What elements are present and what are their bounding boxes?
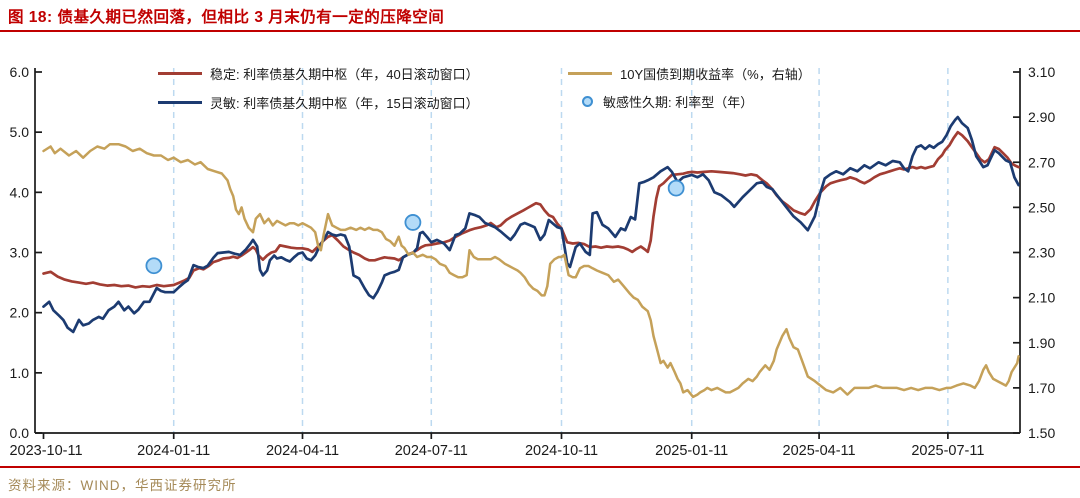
figure-title: 图 18: 债基久期已然回落，但相比 3 月末仍有一定的压降空间 [8, 9, 445, 26]
left-axis-tick-label: 2.0 [10, 305, 30, 321]
x-axis-tick-label: 2024-04-11 [266, 443, 339, 459]
right-axis-tick-label: 1.70 [1028, 380, 1055, 396]
left-axis-tick-label: 0.0 [10, 425, 30, 441]
left-axis-tick-label: 5.0 [10, 124, 30, 140]
left-axis-tick-label: 3.0 [10, 245, 30, 261]
legend-item-sensitive: 灵敏: 利率债基久期中枢（年，15日滚动窗口） [158, 93, 479, 112]
legend-item-dots: 敏感性久期: 利率型（年） [568, 92, 753, 111]
legend-label-yield: 10Y国债到期收益率（%，右轴） [620, 67, 811, 82]
right-axis-tick-label: 1.90 [1028, 335, 1055, 351]
x-axis-tick-label: 2025-04-11 [783, 443, 856, 459]
right-axis-tick-label: 2.70 [1028, 154, 1055, 170]
legend-label-dots: 敏感性久期: 利率型（年） [603, 95, 754, 110]
yield-line-swatch [568, 72, 612, 75]
x-axis-tick-label: 2025-07-11 [911, 443, 984, 459]
x-axis-tick-label: 2024-01-11 [137, 443, 210, 459]
yield-10y-line [42, 142, 1020, 399]
source-note: 资料来源：WIND，华西证券研究所 [8, 478, 237, 493]
right-axis-tick-label: 2.50 [1028, 199, 1055, 215]
legend-item-yield: 10Y国债到期收益率（%，右轴） [568, 64, 811, 83]
x-axis-tick-label: 2024-10-11 [525, 443, 598, 459]
left-axis-tick-label: 4.0 [10, 184, 30, 200]
sensitivity-dot-swatch [582, 96, 593, 107]
legend-item-stable: 稳定: 利率债基久期中枢（年，40日滚动窗口） [158, 64, 479, 83]
sensitivity-duration-dot [667, 179, 685, 197]
footer-divider [0, 466, 1080, 468]
legend-label-stable: 稳定: 利率债基久期中枢（年，40日滚动窗口） [210, 67, 479, 82]
left-axis-tick-label: 1.0 [10, 365, 30, 381]
sensitive-line-swatch [158, 101, 202, 104]
right-axis-tick-label: 1.50 [1028, 425, 1055, 441]
stable-duration-line [42, 130, 1020, 289]
sensitivity-duration-dot [145, 257, 163, 275]
title-divider [0, 30, 1080, 32]
left-axis-tick-label: 6.0 [10, 64, 30, 80]
x-axis-tick-label: 2025-01-11 [655, 443, 728, 459]
sensitivity-duration-dot [404, 214, 422, 231]
right-axis-tick-label: 2.10 [1028, 290, 1055, 306]
right-axis-tick-label: 2.30 [1028, 245, 1055, 261]
right-axis-tick-label: 2.90 [1028, 109, 1055, 125]
right-axis-tick-label: 3.10 [1028, 64, 1055, 80]
legend-label-sensitive: 灵敏: 利率债基久期中枢（年，15日滚动窗口） [210, 96, 479, 111]
sensitive-duration-line [42, 115, 1020, 334]
x-axis-tick-label: 2024-07-11 [395, 443, 468, 459]
stable-line-swatch [158, 72, 202, 75]
x-axis-tick-label: 2023-10-11 [9, 443, 82, 459]
